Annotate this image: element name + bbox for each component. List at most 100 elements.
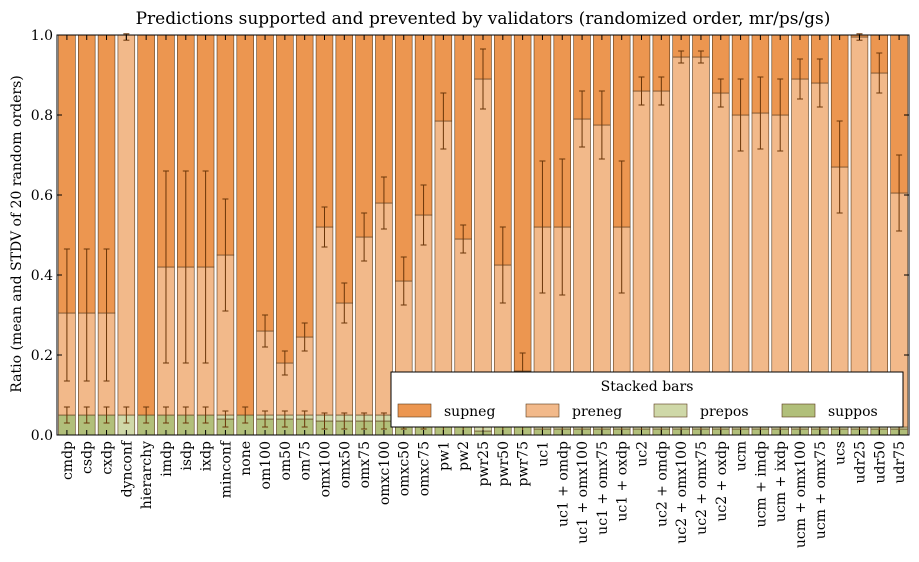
x-tick-label: ucs (833, 441, 849, 465)
error-bar (678, 50, 685, 64)
y-tick-label: 1.0 (31, 28, 53, 44)
bar-preneg (117, 34, 136, 416)
x-tick-label: omx50 (337, 441, 353, 488)
x-tick-label: ucm + omx100 (793, 441, 809, 548)
legend-label-supneg: supneg (444, 404, 495, 420)
error-bar (143, 406, 150, 424)
x-tick-label: hierarchy (139, 441, 155, 509)
error-bar (440, 92, 447, 150)
x-tick-label: isdp (179, 441, 195, 471)
error-bar (262, 410, 269, 428)
error-bar (341, 282, 348, 324)
bar-supneg (236, 34, 254, 416)
x-tick-label: omxc50 (397, 441, 413, 496)
y-tick-label: 0.4 (31, 268, 53, 284)
y-tick-label: 0.0 (31, 428, 53, 444)
x-tick-label: uc1 (535, 441, 551, 467)
bar-supneg (137, 34, 155, 416)
error-bar (380, 412, 387, 430)
error-bar (499, 226, 506, 304)
x-tick-label: udr50 (872, 441, 888, 484)
error-bar (162, 170, 169, 364)
x-tick-label: uc2 + oxdp (714, 441, 730, 522)
x-tick-label: om50 (278, 441, 294, 481)
error-bar (222, 410, 229, 428)
error-bar (63, 406, 70, 424)
error-bar (876, 52, 883, 94)
x-tick-label: omx100 (318, 441, 334, 497)
bar-preneg (375, 202, 393, 416)
error-bar (539, 160, 546, 294)
x-tick-label: pwr75 (516, 441, 532, 486)
x-tick-label: csdp (80, 441, 96, 474)
x-tick-label: om100 (258, 441, 274, 489)
x-tick-label: udr75 (892, 441, 908, 484)
error-bar (103, 406, 110, 424)
legend-swatch-prepos (653, 403, 688, 418)
legend-label-prepos: prepos (700, 404, 749, 420)
bar-preneg (850, 36, 869, 428)
x-tick-label: none (238, 441, 254, 476)
legend-label-preneg: preneg (572, 404, 622, 420)
error-bar (361, 412, 368, 430)
error-bar (321, 412, 328, 430)
error-bar (638, 76, 645, 106)
x-tick-label: udr25 (853, 441, 869, 484)
bar-supneg (315, 34, 334, 228)
x-tick-label: minconf (218, 439, 234, 498)
bar-supneg (513, 34, 532, 372)
error-bar (301, 322, 308, 352)
y-tick-label: 0.2 (31, 348, 53, 364)
error-bar (63, 248, 70, 382)
x-tick-label: uc1 + omdp (555, 441, 571, 527)
error-bar (697, 50, 704, 64)
error-bar (202, 170, 209, 364)
legend-swatch-supneg (397, 403, 432, 418)
x-tick-label: uc2 + omx100 (674, 441, 690, 544)
error-bar (618, 160, 625, 294)
x-tick-label: ucm + imdp (753, 441, 769, 527)
error-bar (757, 76, 764, 150)
bar-supneg (276, 34, 294, 364)
x-tick-label: pw2 (456, 441, 472, 471)
error-bar (460, 224, 467, 254)
bar-supneg (395, 34, 413, 282)
x-tick-label: om75 (298, 441, 314, 481)
error-bar (182, 170, 189, 364)
legend-swatch-preneg (525, 403, 560, 418)
x-tick-label: omxc100 (377, 441, 393, 505)
error-bar (123, 406, 130, 424)
x-tick-label: dynconf (119, 439, 135, 497)
error-bar (777, 78, 784, 152)
error-bar (420, 184, 427, 246)
error-bar (598, 90, 605, 160)
bar-preneg (315, 226, 334, 416)
y-tick-label: 0.6 (31, 188, 53, 204)
bar-supneg (295, 34, 314, 338)
x-tick-label: uc1 + oxdp (615, 441, 631, 522)
bar-supneg (454, 34, 472, 240)
y-axis-label: Ratio (mean and STDV of 20 random orders… (9, 75, 25, 392)
legend-label-suppos: suppos (828, 404, 878, 420)
x-tick-label: cmdp (60, 441, 76, 480)
error-bar (559, 158, 566, 296)
error-bar (162, 406, 169, 424)
error-bar (301, 410, 308, 428)
x-tick-label: imdp (159, 441, 175, 477)
legend-title: Stacked bars (601, 379, 694, 395)
chart-title: Predictions supported and prevented by v… (136, 9, 831, 29)
error-bar (182, 406, 189, 424)
error-bar (83, 248, 90, 382)
error-bar (579, 90, 586, 148)
error-bar (222, 198, 229, 312)
x-tick-label: pwr25 (476, 441, 492, 486)
bars-group (58, 34, 908, 436)
error-bar (202, 406, 209, 424)
error-bar (737, 78, 744, 152)
error-bar (321, 206, 328, 248)
error-bar (816, 58, 823, 108)
x-tick-label: uc1 + omx75 (595, 441, 611, 535)
error-bar (262, 314, 269, 348)
x-tick-label: omx75 (357, 441, 373, 488)
bar-supneg (355, 34, 373, 238)
